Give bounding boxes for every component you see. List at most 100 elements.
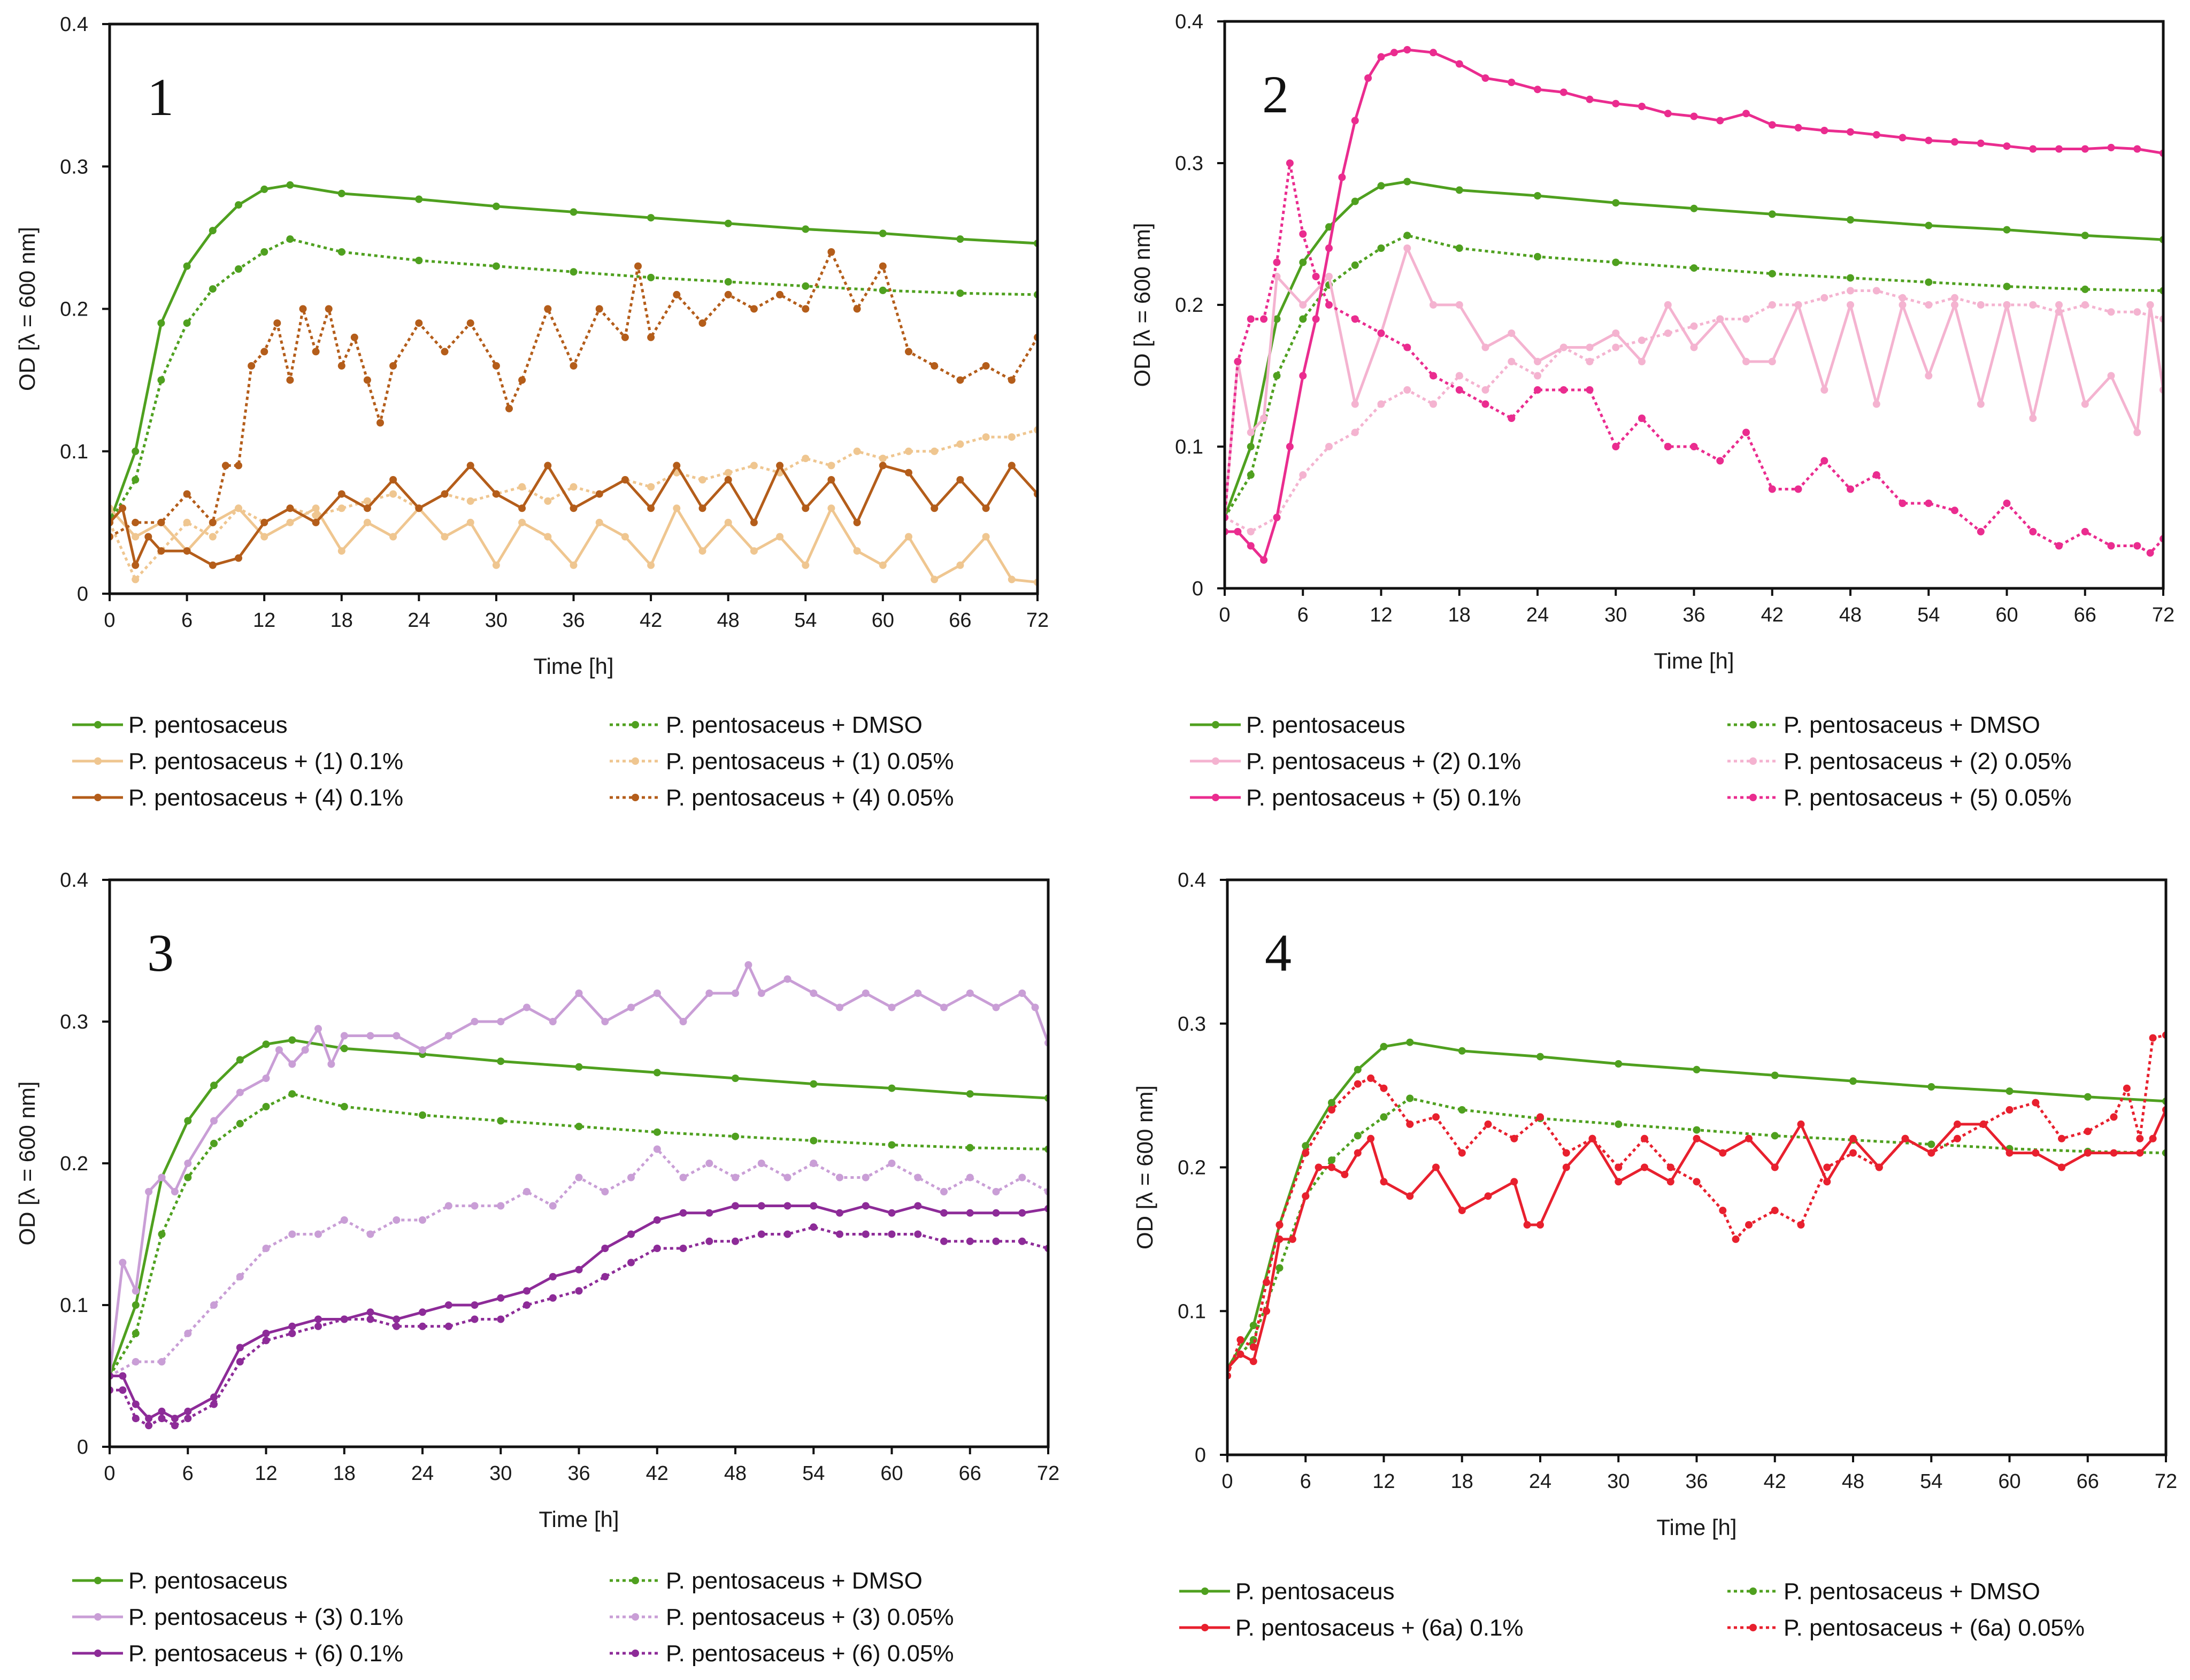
data-point	[314, 1025, 322, 1033]
data-point	[1562, 1163, 1570, 1171]
data-point	[1351, 400, 1359, 408]
data-point	[235, 201, 242, 209]
data-point	[210, 1301, 218, 1309]
data-point	[366, 1315, 374, 1323]
data-point	[1768, 270, 1776, 278]
data-point	[2133, 145, 2141, 153]
data-point	[415, 504, 423, 512]
data-point	[1612, 329, 1620, 337]
series-4	[1227, 1031, 2166, 1380]
series-1	[110, 181, 1038, 526]
x-axis-label: Time [h]	[533, 654, 613, 679]
data-point	[299, 305, 307, 313]
data-point	[2107, 372, 2115, 380]
data-point	[1899, 301, 1907, 309]
data-point	[1247, 315, 1255, 323]
data-point	[2055, 145, 2063, 153]
data-point	[1484, 1192, 1492, 1200]
legend-label: P. pentosaceus + DMSO	[1784, 712, 2040, 738]
data-point	[1664, 301, 1672, 309]
data-point	[647, 333, 655, 341]
data-point	[210, 1081, 218, 1090]
data-point	[1354, 1065, 1362, 1073]
data-point	[1586, 358, 1594, 365]
y-tick-label: 0.4	[1178, 869, 1206, 892]
legend-label: P. pentosaceus + (6) 0.05%	[666, 1640, 954, 1667]
data-point	[2029, 145, 2037, 153]
data-point	[888, 1160, 896, 1167]
data-point	[132, 1400, 140, 1408]
data-point	[340, 1103, 348, 1110]
data-point	[724, 219, 732, 227]
data-point	[441, 533, 449, 541]
data-point	[221, 462, 229, 470]
data-point	[1954, 1120, 1961, 1128]
data-point	[1951, 301, 1958, 309]
y-tick-label: 0	[1192, 578, 1203, 600]
data-point	[171, 1415, 179, 1422]
data-point	[653, 1216, 661, 1224]
data-point	[132, 476, 140, 484]
data-point	[853, 447, 861, 455]
data-point	[1536, 1221, 1544, 1229]
y-tick-label: 0.3	[1178, 1013, 1206, 1035]
data-point	[679, 1209, 687, 1217]
data-point	[575, 989, 583, 997]
data-point	[757, 1160, 765, 1167]
data-point	[575, 1173, 583, 1182]
data-point	[1925, 136, 1933, 144]
series-line	[110, 250, 1038, 538]
data-point	[698, 504, 706, 512]
data-point	[1615, 1120, 1623, 1128]
x-tick-label: 54	[794, 609, 817, 632]
data-point	[497, 1057, 505, 1065]
series-line	[1227, 1041, 2166, 1370]
data-point	[184, 1160, 192, 1167]
legend-marker	[1212, 757, 1219, 765]
series-line	[110, 237, 1038, 524]
data-point	[992, 1209, 1000, 1217]
data-point	[1797, 1221, 1805, 1229]
legend-item: P. pentosaceus + (4) 0.05%	[610, 785, 954, 811]
data-point	[601, 1273, 609, 1280]
data-point	[1638, 358, 1646, 365]
data-point	[621, 476, 629, 484]
data-point	[497, 1018, 505, 1025]
data-point	[518, 376, 526, 384]
data-point	[1247, 528, 1255, 535]
x-tick-label: 54	[802, 1462, 825, 1485]
data-point	[1273, 258, 1281, 266]
data-point	[2005, 1106, 2014, 1114]
data-point	[810, 1080, 818, 1088]
legend-item: P. pentosaceus + (1) 0.1%	[72, 748, 403, 774]
data-point	[1664, 329, 1672, 337]
data-point	[235, 504, 242, 512]
data-point	[1432, 1113, 1440, 1121]
data-point	[466, 462, 474, 470]
data-point	[260, 533, 268, 541]
data-point	[2133, 542, 2141, 550]
data-point	[1325, 443, 1333, 450]
data-point	[827, 248, 835, 256]
data-point	[1638, 336, 1646, 344]
data-point	[966, 989, 974, 997]
x-tick-label: 24	[1529, 1470, 1551, 1493]
y-tick-label: 0.4	[60, 869, 88, 892]
series-line	[1227, 1033, 2166, 1377]
data-point	[1018, 1209, 1026, 1217]
data-point	[1008, 576, 1016, 584]
legend: P. pentosaceus P. pentosaceus + DMSO P. pe…	[1190, 712, 2072, 811]
x-tick-label: 6	[182, 1462, 194, 1485]
data-point	[132, 576, 140, 584]
legend-label: P. pentosaceus + (2) 0.05%	[1784, 748, 2072, 774]
legend-item: P. pentosaceus + (1) 0.05%	[610, 748, 954, 774]
data-point	[1693, 1178, 1701, 1186]
data-point	[1847, 287, 1854, 295]
data-point	[1690, 204, 1698, 212]
series-line	[1225, 180, 2163, 518]
data-point	[366, 1230, 374, 1238]
series-line	[110, 963, 1048, 1376]
data-point	[1403, 386, 1411, 394]
data-point	[363, 504, 371, 512]
data-point	[1951, 294, 1958, 302]
